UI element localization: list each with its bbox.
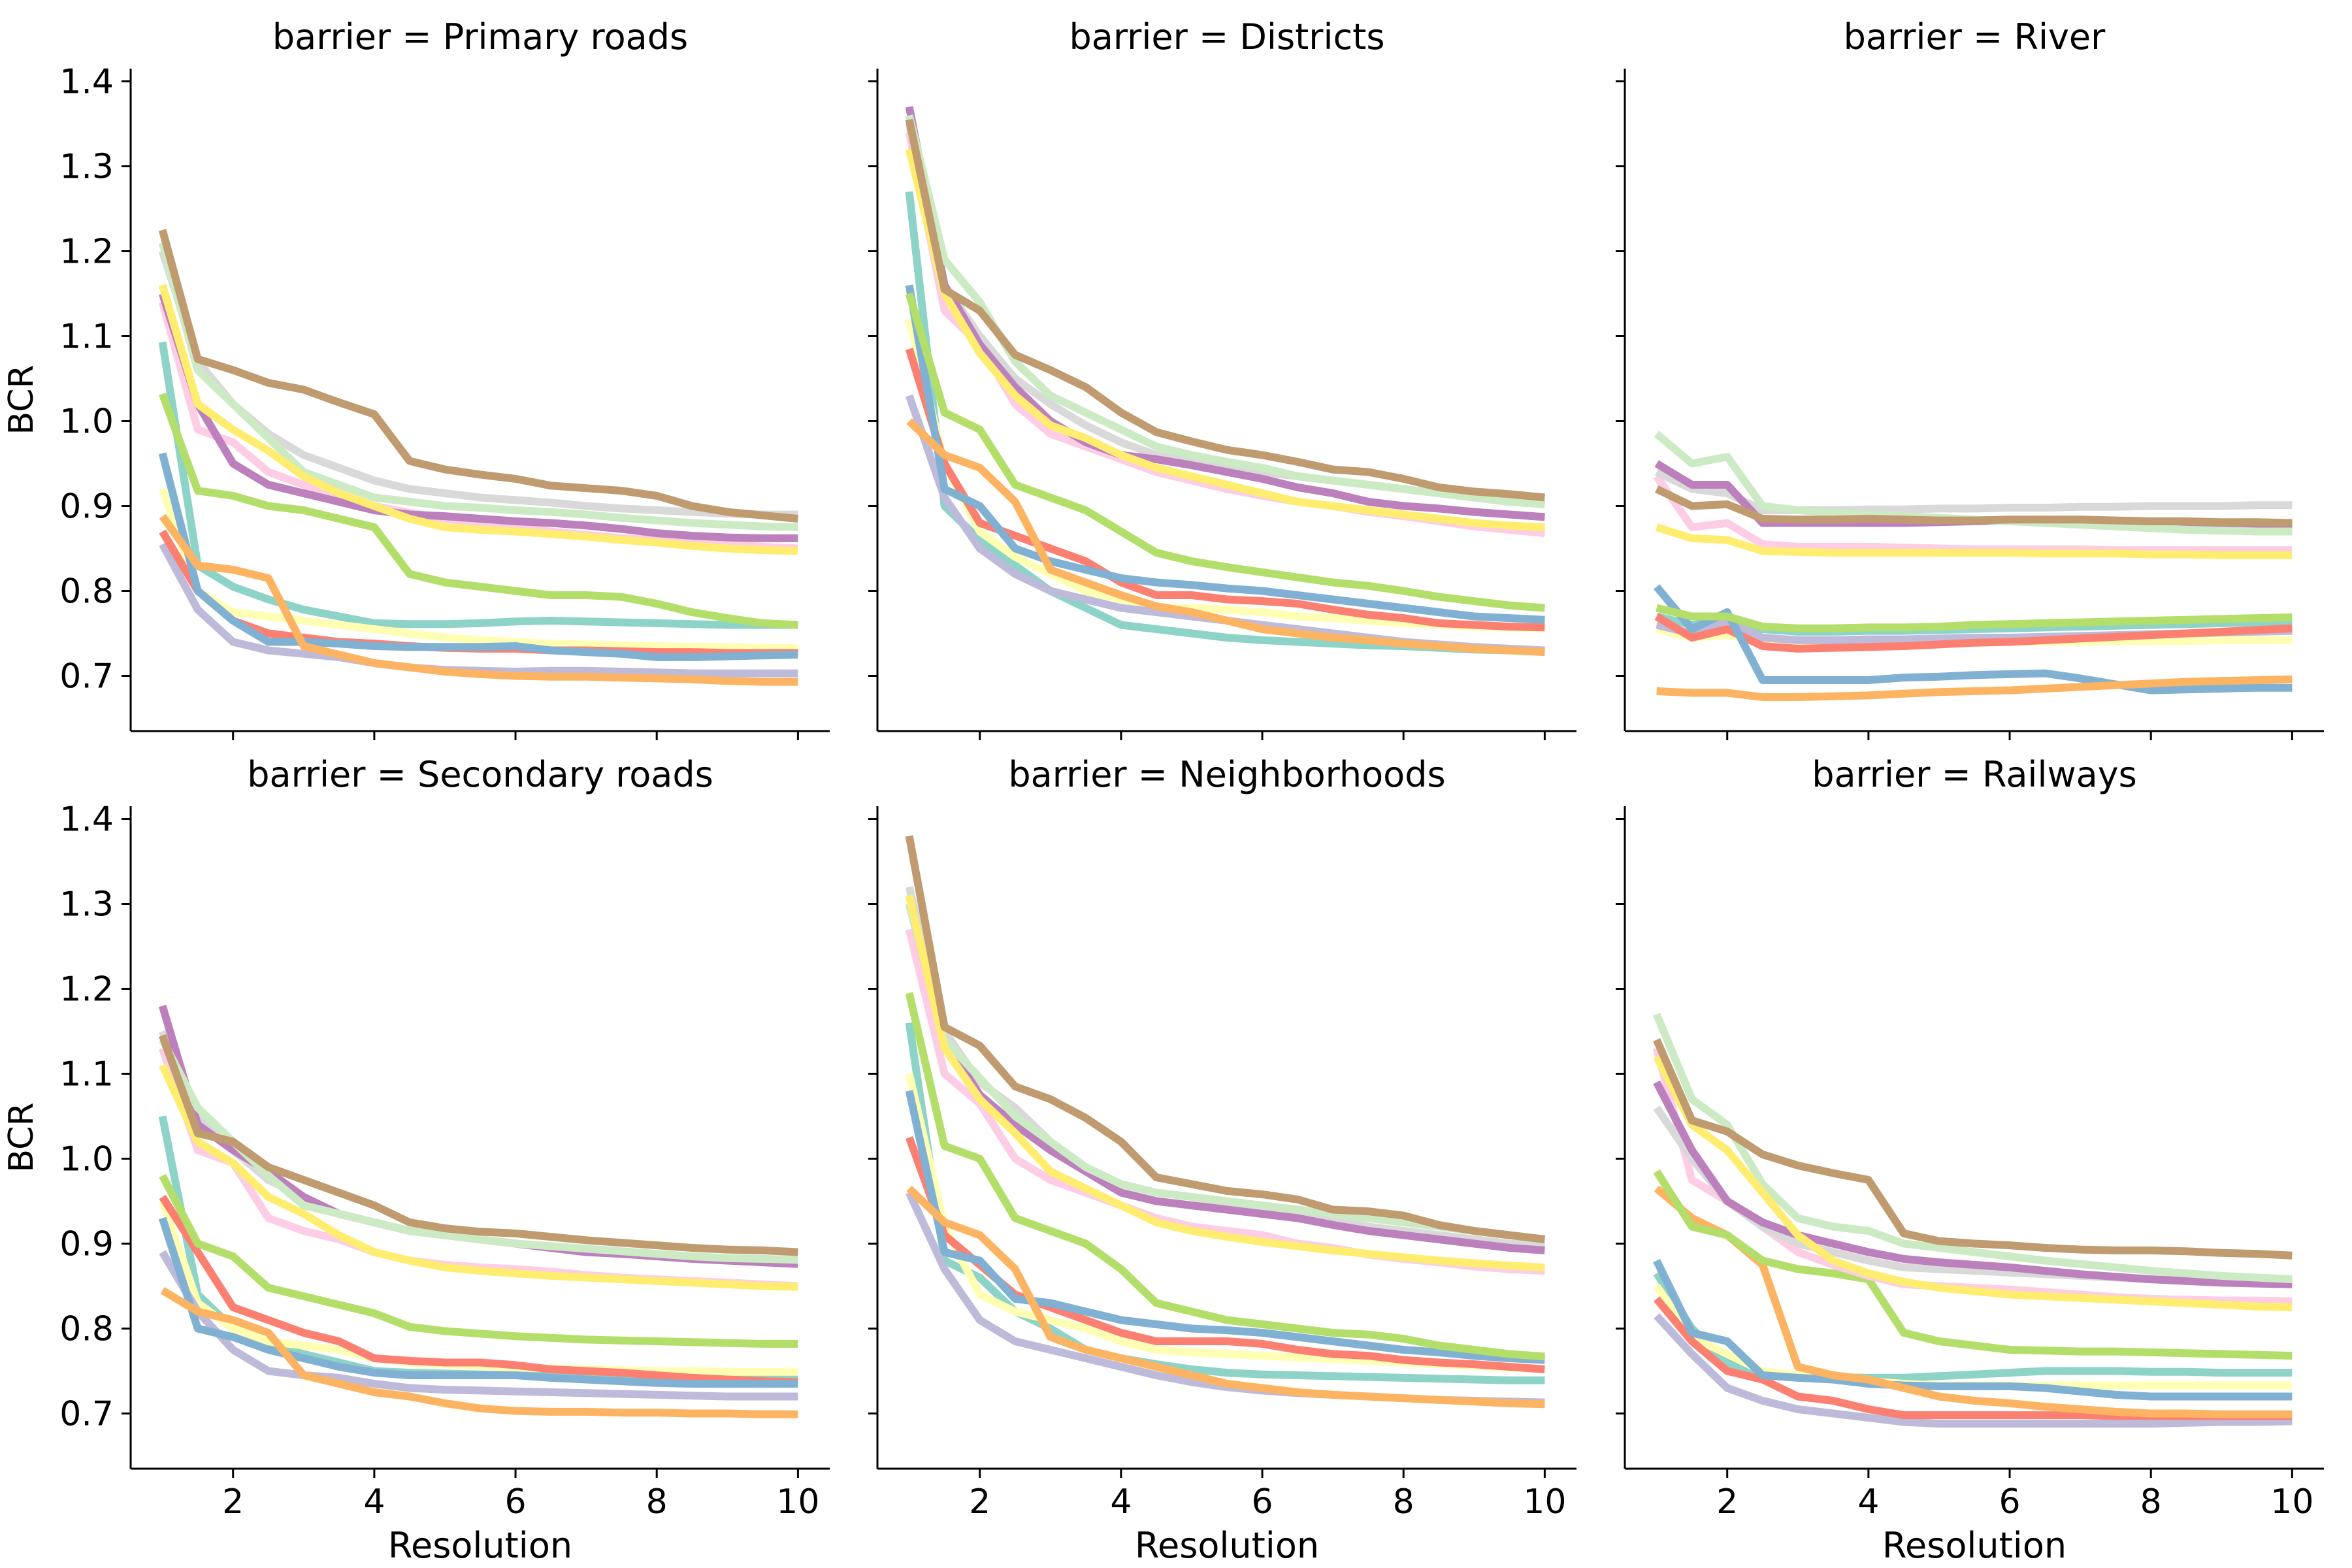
series-line xyxy=(158,292,798,542)
series-line xyxy=(905,348,1545,632)
series-line xyxy=(905,894,1545,1271)
series-line xyxy=(1653,1080,2293,1288)
y-tick-label: 1.2 xyxy=(59,970,114,1009)
series-line xyxy=(905,1090,1545,1364)
y-tick-label: 0.9 xyxy=(59,1225,114,1264)
series-line xyxy=(159,1194,798,1386)
x-tick-label: 4 xyxy=(363,1482,385,1522)
series-line xyxy=(1655,468,2293,514)
x-tick-label: 6 xyxy=(1251,1482,1273,1522)
series-line xyxy=(905,292,1545,612)
series-line xyxy=(1653,1038,2293,1260)
series-line xyxy=(1653,1169,2293,1360)
x-tick-label: 2 xyxy=(969,1482,990,1522)
series-line xyxy=(158,229,798,523)
series-line xyxy=(905,992,1545,1361)
series-line xyxy=(158,1217,798,1388)
x-tick-label: 4 xyxy=(1110,1482,1132,1522)
series-line xyxy=(158,392,798,629)
series-line xyxy=(159,1063,798,1291)
panel-title: barrier = Primary roads xyxy=(272,16,688,57)
panel-title: barrier = River xyxy=(1844,16,2106,57)
series-line xyxy=(1654,1313,2293,1428)
series-line xyxy=(906,1185,1545,1409)
series-line xyxy=(1653,1013,2293,1284)
y-tick-label: 0.7 xyxy=(59,1395,114,1434)
series-line xyxy=(1654,1185,2293,1418)
series-line xyxy=(1655,523,2293,559)
x-axis-label: Resolution xyxy=(388,1525,572,1566)
chart-panel: barrier = Neighborhoods 2 4 6 8 10 Resolution xyxy=(868,754,1576,1566)
x-tick-label: 4 xyxy=(1857,1482,1879,1522)
x-tick-label: 6 xyxy=(504,1482,526,1522)
x-tick-label: 8 xyxy=(2140,1482,2162,1522)
chart-panels: barrier = Primary roads 0.7 0.8 0.9 1.0 1.1 1.… xyxy=(59,16,2324,1566)
series-line xyxy=(159,514,798,686)
panel-title: barrier = Districts xyxy=(1070,16,1385,57)
series-line xyxy=(158,341,798,629)
series-line xyxy=(1653,584,2293,694)
series-line xyxy=(1654,613,2293,653)
panel-title: barrier = Secondary roads xyxy=(247,754,713,795)
series-line xyxy=(905,118,1545,502)
x-tick-label: 6 xyxy=(1999,1482,2020,1522)
y-tick-label: 1.1 xyxy=(59,1055,114,1094)
series-line xyxy=(1656,675,2293,701)
y-tick-label: 0.8 xyxy=(59,1310,114,1349)
x-axis-label: Resolution xyxy=(1135,1525,1319,1566)
y-tick-label: 1.0 xyxy=(59,402,114,442)
y-axis-label: BCR xyxy=(2,365,41,434)
series-line xyxy=(1656,604,2293,632)
series-line xyxy=(159,1173,798,1348)
x-tick-label: 10 xyxy=(1523,1482,1566,1522)
x-tick-label: 8 xyxy=(1393,1482,1414,1522)
series-line xyxy=(905,902,1545,1254)
series-line xyxy=(160,1286,798,1418)
panel-title: barrier = Railways xyxy=(1812,754,2137,795)
x-tick-label: 10 xyxy=(2270,1482,2313,1522)
series-line xyxy=(158,284,798,555)
y-tick-label: 1.0 xyxy=(59,1140,114,1179)
series-line xyxy=(906,418,1545,657)
series-line xyxy=(159,1250,798,1401)
series-line xyxy=(1653,1258,2293,1401)
series-line xyxy=(1653,1054,2293,1311)
series-line xyxy=(158,487,798,652)
x-axis-label: Resolution xyxy=(1882,1525,2066,1566)
y-tick-label: 1.4 xyxy=(59,63,114,102)
x-tick-label: 8 xyxy=(646,1482,668,1522)
y-axis-label: BCR xyxy=(2,1102,41,1172)
chart-panel: barrier = Primary roads 0.7 0.8 0.9 1.0 1.1 1.… xyxy=(59,16,830,740)
series-line xyxy=(158,452,798,661)
series-line xyxy=(905,835,1546,1243)
y-tick-label: 1.3 xyxy=(59,885,114,924)
y-tick-label: 0.7 xyxy=(59,657,114,696)
series-line xyxy=(905,106,1545,521)
chart-panel: barrier = Secondary roads 0.7 0.8 0.9 1.0 1.1… xyxy=(59,754,830,1566)
y-tick-label: 0.9 xyxy=(59,487,114,527)
series-line xyxy=(158,241,798,531)
x-tick-label: 2 xyxy=(222,1482,244,1522)
y-tick-label: 1.3 xyxy=(59,148,114,187)
chart-panel: barrier = River xyxy=(1616,16,2324,740)
series-line xyxy=(905,148,1545,531)
series-line xyxy=(905,114,1545,508)
x-tick-label: 2 xyxy=(1716,1482,1738,1522)
series-line xyxy=(159,1037,798,1264)
chart-panel: barrier = Districts xyxy=(868,16,1576,740)
series-line xyxy=(905,284,1545,624)
x-tick-label: 10 xyxy=(776,1482,819,1522)
y-tick-label: 1.2 xyxy=(59,233,114,272)
y-tick-label: 1.4 xyxy=(59,800,114,840)
y-tick-label: 0.8 xyxy=(59,572,114,612)
series-line xyxy=(1655,485,2293,527)
series-line xyxy=(158,1034,798,1256)
y-tick-label: 1.1 xyxy=(59,318,114,357)
chart-panel: barrier = Railways 2 4 6 8 10 Resolution xyxy=(1616,754,2324,1566)
panel-title: barrier = Neighborhoods xyxy=(1008,754,1445,795)
